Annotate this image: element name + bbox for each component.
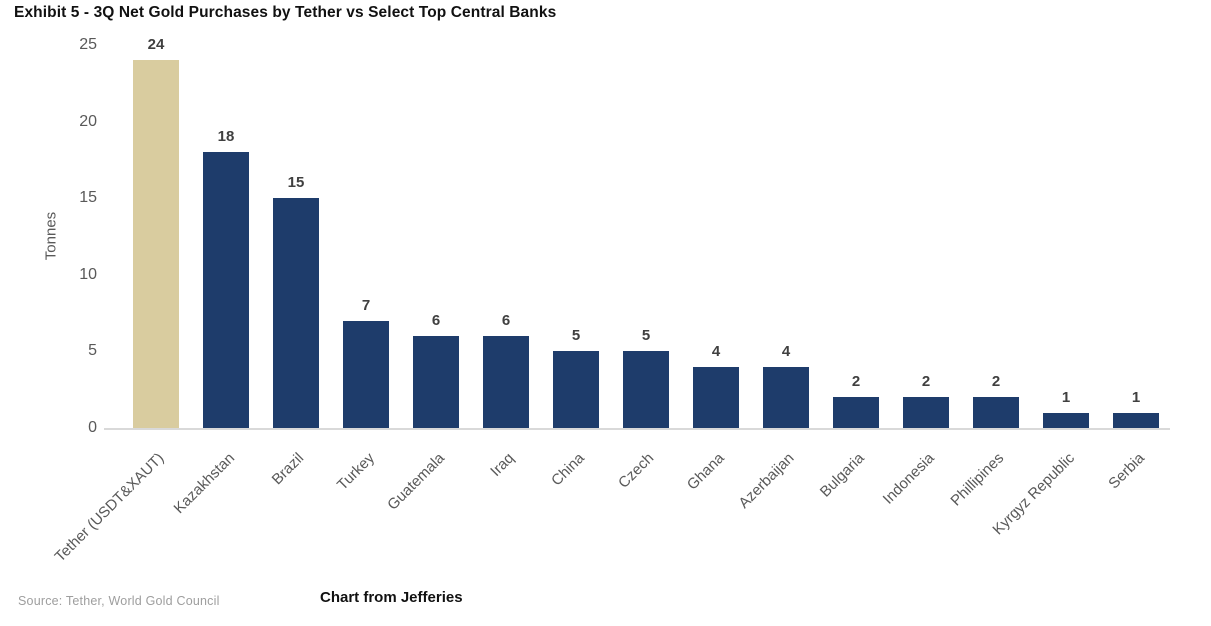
bar-ghana (693, 366, 739, 428)
x-category-label: Bulgaria (816, 449, 868, 501)
bar-value-label: 6 (501, 312, 511, 330)
bar-value-label: 18 (217, 128, 235, 146)
bar-czech (623, 351, 669, 428)
x-category-label: Iraq (487, 449, 518, 480)
x-category-label: Tether (USDT&XAUT) (51, 449, 168, 566)
bar-value-label: 1 (1131, 388, 1141, 406)
bar-value-label: 24 (147, 36, 165, 54)
bar-china (553, 351, 599, 428)
bar-value-label: 5 (641, 327, 651, 345)
x-category-label: Turkey (333, 449, 378, 494)
bar-value-label: 1 (1061, 388, 1071, 406)
bar-value-label: 6 (431, 312, 441, 330)
bar-brazil (273, 198, 319, 428)
x-axis-line (104, 428, 1170, 430)
y-tick-label: 25 (79, 36, 97, 53)
bar-iraq (483, 336, 529, 428)
y-tick-label: 0 (88, 419, 97, 436)
bar-value-label: 4 (781, 342, 791, 360)
x-category-label: Guatemala (383, 449, 448, 514)
bar-value-label: 2 (921, 373, 931, 391)
y-tick-label: 15 (79, 189, 97, 207)
x-category-label: China (547, 449, 588, 490)
x-category-label: Ghana (683, 449, 728, 494)
chart-caption: Chart from Jefferies (320, 589, 463, 606)
x-category-label: Kazakhstan (170, 449, 238, 518)
bar-serbia (1113, 412, 1159, 428)
bar-indonesia (903, 397, 949, 428)
bar-value-label: 2 (991, 373, 1001, 391)
bar-azerbaijan (763, 366, 809, 428)
bar-value-label: 7 (361, 296, 371, 314)
y-axis-title: Tonnes (42, 211, 60, 261)
y-tick-label: 10 (79, 265, 97, 283)
x-category-label: Brazil (269, 449, 308, 489)
bar-value-label: 5 (571, 327, 581, 345)
bar-kazakhstan (203, 152, 249, 428)
x-category-label: Serbia (1104, 449, 1148, 493)
bar-phillipines (973, 397, 1019, 428)
bar-kyrgyz-republic (1043, 412, 1089, 428)
x-category-label: Czech (615, 449, 658, 492)
x-category-label: Indonesia (879, 449, 938, 508)
y-tick-label: 5 (88, 342, 97, 360)
y-tick-label: 20 (79, 112, 97, 130)
bar-value-label: 15 (287, 174, 305, 192)
x-category-label: Phillipines (947, 449, 1008, 510)
bar-value-label: 4 (711, 342, 721, 360)
bar-guatemala (413, 336, 459, 428)
x-category-label: Azerbaijan (735, 449, 798, 512)
bar-turkey (343, 320, 389, 428)
bar-bulgaria (833, 397, 879, 428)
bar-tether-usdt-xaut- (133, 60, 179, 428)
bar-value-label: 2 (851, 373, 861, 391)
chart-title: Exhibit 5 - 3Q Net Gold Purchases by Tet… (14, 4, 557, 21)
source-note: Source: Tether, World Gold Council (18, 594, 220, 608)
